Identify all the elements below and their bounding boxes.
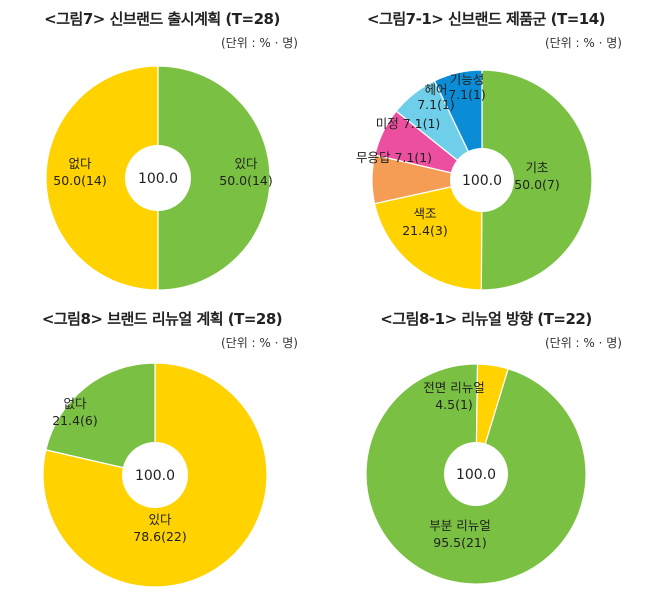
slice-1: [45, 362, 156, 476]
slice-label: 없다 50.0(14): [53, 156, 107, 188]
donut-hole: [122, 442, 188, 508]
donut-chart-new-brand-plan: 100.0 있다 50.0(14) 없다 50.0(14): [45, 65, 273, 291]
chart-title: <그림8-1> 리뉴얼 방향 (T=22): [380, 310, 592, 328]
slice-label: 전면 리뉴얼 4.5(1): [423, 380, 484, 412]
center-total-label: 100.0: [135, 468, 175, 484]
donut-chart-renewal-direction: 100.0 부분 리뉴얼 95.5(21) 전면 리뉴얼 4.5(1): [365, 363, 587, 585]
unit-note: (단위 : % · 명): [220, 36, 298, 50]
slice-label: 미정 7.1(1): [376, 116, 441, 131]
chart-title: <그림7-1> 신브랜드 제품군 (T=14): [367, 10, 606, 28]
slice-label: 헤어 7.1(1): [417, 82, 455, 112]
slice-0: [480, 69, 593, 291]
donut-hole: [125, 145, 191, 211]
center-total-label: 100.0: [138, 171, 178, 187]
slice-label: 기능성 7.1(1): [448, 72, 486, 102]
slice-label: 기초 50.0(7): [514, 160, 560, 192]
unit-note: (단위 : % · 명): [220, 336, 298, 350]
chart-title: <그림8> 브랜드 리뉴얼 계획 (T=28): [41, 310, 283, 328]
slice-1: [45, 65, 159, 291]
slice-label: 무응답 7.1(1): [356, 150, 432, 165]
slice-0: [157, 65, 271, 291]
donut-chart-brand-renewal-plan: 100.0 있다 78.6(22) 없다 21.4(6): [42, 362, 268, 588]
center-total-label: 100.0: [462, 173, 502, 189]
chart-panel-7: <그림7> 신브랜드 출시계획 (T=28) (단위 : % · 명) 100.…: [0, 0, 324, 300]
slice-label: 있다 50.0(14): [219, 156, 273, 188]
slice-label: 색조 21.4(3): [402, 206, 448, 238]
slice-label: 있다 78.6(22): [133, 512, 187, 544]
donut-chart-new-brand-category: 100.0 기초 50.0(7) 색조 21.4(3) 무응답 7.1(1) 미정 7.1(…: [356, 69, 593, 291]
chart-panel-8-1: <그림8-1> 리뉴얼 방향 (T=22) (단위 : % · 명) 100.0…: [324, 300, 648, 600]
slice-1: [373, 179, 483, 291]
donut-hole: [450, 148, 514, 212]
slice-label: 부분 리뉴얼 95.5(21): [429, 518, 490, 550]
chart-panel-7-1: <그림7-1> 신브랜드 제품군 (T=14) (단위 : % · 명) 100…: [324, 0, 648, 300]
chart-title: <그림7> 신브랜드 출시계획 (T=28): [44, 10, 280, 28]
center-total-label: 100.0: [456, 467, 496, 483]
unit-note: (단위 : % · 명): [544, 36, 622, 50]
slice-label: 없다 21.4(6): [52, 396, 98, 428]
donut-hole: [444, 442, 508, 506]
chart-panel-8: <그림8> 브랜드 리뉴얼 계획 (T=28) (단위 : % · 명) 100…: [0, 300, 324, 600]
unit-note: (단위 : % · 명): [544, 336, 622, 350]
